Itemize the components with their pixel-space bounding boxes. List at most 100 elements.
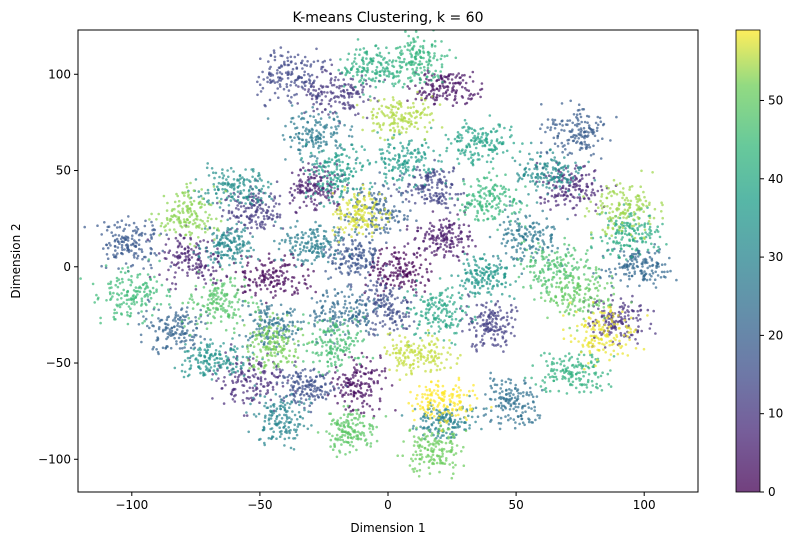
scatter-point bbox=[207, 191, 210, 195]
scatter-point bbox=[237, 375, 240, 379]
scatter-point bbox=[407, 279, 411, 283]
scatter-point bbox=[522, 379, 526, 382]
scatter-point bbox=[282, 87, 286, 91]
scatter-point bbox=[305, 64, 309, 67]
scatter-point bbox=[288, 373, 291, 377]
scatter-point bbox=[315, 100, 319, 104]
scatter-point bbox=[503, 208, 507, 211]
scatter-point bbox=[263, 404, 266, 408]
scatter-point bbox=[617, 262, 621, 266]
scatter-point bbox=[568, 119, 572, 122]
scatter-point bbox=[546, 246, 550, 249]
scatter-point bbox=[309, 379, 313, 383]
scatter-point bbox=[245, 396, 249, 400]
scatter-point bbox=[333, 311, 337, 314]
scatter-point bbox=[412, 270, 415, 274]
scatter-point bbox=[169, 306, 172, 309]
scatter-point bbox=[499, 318, 503, 321]
scatter-point bbox=[290, 60, 293, 63]
scatter-point bbox=[568, 130, 571, 133]
scatter-point bbox=[312, 109, 316, 113]
scatter-point bbox=[581, 108, 584, 111]
scatter-point bbox=[249, 402, 252, 406]
scatter-point bbox=[434, 427, 437, 431]
scatter-point bbox=[440, 202, 443, 206]
scatter-point bbox=[539, 231, 542, 234]
scatter-point bbox=[148, 326, 151, 330]
scatter-point bbox=[447, 77, 450, 81]
scatter-point bbox=[439, 231, 443, 234]
scatter-point bbox=[435, 98, 439, 102]
scatter-point bbox=[266, 117, 270, 120]
scatter-point bbox=[523, 232, 527, 236]
scatter-point bbox=[512, 236, 516, 240]
scatter-point bbox=[349, 128, 352, 132]
scatter-point bbox=[297, 115, 301, 118]
scatter-point bbox=[191, 343, 195, 347]
scatter-point bbox=[293, 308, 296, 311]
scatter-point bbox=[452, 245, 456, 249]
scatter-point bbox=[356, 369, 359, 372]
scatter-point bbox=[510, 316, 513, 320]
scatter-point bbox=[533, 409, 536, 412]
scatter-point bbox=[544, 168, 548, 171]
scatter-point bbox=[535, 161, 539, 165]
scatter-point bbox=[547, 258, 550, 262]
scatter-point bbox=[355, 363, 358, 366]
scatter-point bbox=[563, 176, 567, 180]
scatter-point bbox=[556, 246, 559, 250]
scatter-point bbox=[287, 426, 291, 429]
scatter-point bbox=[355, 267, 359, 271]
scatter-point bbox=[566, 139, 569, 142]
scatter-point bbox=[275, 212, 279, 216]
scatter-point bbox=[409, 270, 412, 274]
scatter-point bbox=[663, 270, 666, 274]
scatter-point bbox=[438, 192, 441, 196]
scatter-point bbox=[232, 239, 236, 242]
scatter-point bbox=[514, 306, 518, 309]
scatter-point bbox=[339, 323, 342, 327]
scatter-point bbox=[298, 386, 302, 390]
scatter-point bbox=[516, 244, 519, 248]
scatter-point bbox=[131, 263, 135, 267]
scatter-point bbox=[243, 223, 247, 227]
scatter-point bbox=[293, 196, 296, 199]
scatter-point bbox=[430, 234, 434, 237]
scatter-point bbox=[126, 235, 129, 239]
scatter-point bbox=[302, 191, 306, 195]
scatter-point bbox=[392, 183, 396, 186]
scatter-point bbox=[417, 272, 420, 276]
scatter-point bbox=[445, 97, 449, 101]
scatter-point bbox=[274, 294, 277, 297]
scatter-point bbox=[374, 312, 378, 316]
scatter-point bbox=[263, 264, 267, 267]
scatter-point bbox=[177, 266, 181, 270]
scatter-point bbox=[313, 235, 316, 239]
scatter-point bbox=[319, 134, 323, 137]
scatter-point bbox=[346, 183, 349, 187]
scatter-point bbox=[533, 405, 536, 409]
scatter-point bbox=[489, 377, 492, 380]
scatter-point bbox=[248, 217, 251, 220]
scatter-point bbox=[342, 78, 346, 81]
scatter-point bbox=[308, 404, 312, 408]
scatter-point bbox=[259, 274, 262, 278]
scatter-point bbox=[463, 86, 467, 90]
chart-title: K-means Clustering, k = 60 bbox=[292, 10, 483, 26]
scatter-point bbox=[257, 192, 261, 195]
scatter-point bbox=[448, 211, 452, 214]
scatter-point bbox=[520, 417, 523, 421]
scatter-point bbox=[251, 188, 254, 191]
scatter-point bbox=[328, 310, 332, 314]
scatter-point bbox=[392, 271, 395, 275]
scatter-point bbox=[397, 190, 401, 194]
scatter-point bbox=[243, 271, 247, 275]
scatter-point bbox=[301, 125, 305, 129]
scatter-point bbox=[388, 260, 391, 263]
scatter-point bbox=[432, 198, 436, 202]
scatter-point bbox=[348, 317, 351, 321]
scatter-point bbox=[454, 193, 458, 196]
scatter-point bbox=[318, 318, 322, 322]
scatter-point bbox=[653, 252, 657, 255]
scatter-point bbox=[249, 270, 252, 273]
